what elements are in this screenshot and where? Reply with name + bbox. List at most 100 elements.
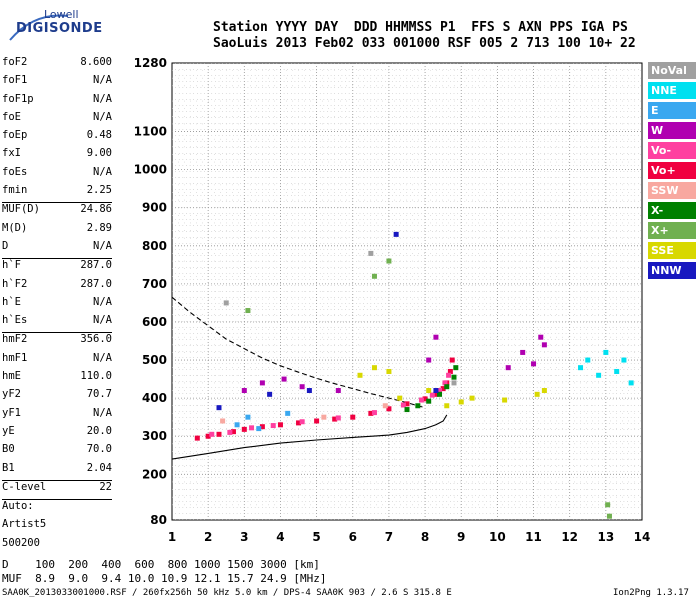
echo-point xyxy=(296,420,302,426)
echo-point xyxy=(230,429,236,435)
param-value: 2.89 xyxy=(86,221,112,234)
echo-point xyxy=(621,357,627,363)
echo-point xyxy=(614,368,620,374)
echo-point xyxy=(458,399,464,405)
echo-point xyxy=(241,388,247,394)
y-tick-label: 1280 xyxy=(134,56,167,70)
autoscaling-line: 500200 xyxy=(2,536,40,549)
param-name: fmin xyxy=(2,184,28,197)
y-tick-label: 800 xyxy=(142,239,167,253)
param-value: 287.0 xyxy=(80,259,112,272)
param-value: 2.25 xyxy=(86,184,112,197)
param-row: fmin 2.25 xyxy=(2,184,112,202)
y-tick-label: 600 xyxy=(142,315,167,329)
echo-point xyxy=(446,372,452,378)
param-separator xyxy=(2,202,112,204)
echo-point xyxy=(267,391,273,397)
echo-point xyxy=(453,365,459,371)
param-row: foEp 0.48 xyxy=(2,129,112,147)
echo-point xyxy=(469,395,475,401)
echo-point xyxy=(451,374,457,380)
echo-point xyxy=(335,388,341,394)
param-row: B1 2.04 xyxy=(2,462,112,480)
echo-point xyxy=(585,357,591,363)
distance-row: D 100 200 400 600 800 1000 1500 3000 [km… xyxy=(2,558,320,571)
param-row: h`F 287.0 xyxy=(2,259,112,277)
param-value: 70.0 xyxy=(86,443,112,456)
echo-point xyxy=(371,273,377,279)
param-name: foEp xyxy=(2,129,28,142)
echo-point xyxy=(534,391,540,397)
x-tick-label: 3 xyxy=(240,530,248,544)
file-info: SAA0K_2013033001000.RSF / 260fx256h 50 k… xyxy=(2,588,452,598)
echo-point xyxy=(418,397,424,403)
param-row: hmF2 356.0 xyxy=(2,333,112,351)
param-value: 8.600 xyxy=(80,56,112,68)
echo-point xyxy=(502,397,508,403)
param-name: foF1p xyxy=(2,92,34,105)
param-value: 287.0 xyxy=(80,277,112,290)
echo-point xyxy=(404,401,410,407)
param-value: 20.0 xyxy=(86,424,112,437)
echo-point xyxy=(205,433,211,439)
echo-point xyxy=(259,380,265,386)
echo-point xyxy=(603,349,609,355)
echo-point xyxy=(397,395,403,401)
echo-point xyxy=(605,502,611,508)
param-value: N/A xyxy=(93,314,112,327)
param-row: M(D) 2.89 xyxy=(2,222,112,240)
y-tick-label: 500 xyxy=(142,353,167,367)
echo-point xyxy=(606,513,612,519)
x-tick-label: 1 xyxy=(168,530,176,544)
param-row: fxI 9.00 xyxy=(2,147,112,165)
param-row: yF2 70.7 xyxy=(2,388,112,406)
param-value: N/A xyxy=(93,239,112,252)
x-tick-label: 2 xyxy=(204,530,212,544)
x-tick-label: 4 xyxy=(276,530,284,544)
param-row: B0 70.0 xyxy=(2,443,112,461)
echo-point xyxy=(440,386,446,392)
param-row: C-level 22 xyxy=(2,481,112,499)
param-name: hmF1 xyxy=(2,351,28,364)
x-tick-label: 12 xyxy=(561,530,578,544)
param-row: yF1 N/A xyxy=(2,407,112,425)
param-value: N/A xyxy=(93,295,112,308)
x-tick-label: 6 xyxy=(349,530,357,544)
echo-point xyxy=(541,388,547,394)
header-labels: Station YYYY DAY DDD HHMMSS P1 FFS S AXN… xyxy=(213,20,628,35)
logo-brand: Lowell xyxy=(44,8,79,21)
y-tick-label: 300 xyxy=(142,429,167,443)
param-row: h`E N/A xyxy=(2,296,112,314)
echo-point xyxy=(628,380,634,386)
y-tick-label: 1000 xyxy=(134,163,167,177)
echo-point xyxy=(433,391,439,397)
param-name: h`Es xyxy=(2,314,28,327)
echo-point xyxy=(306,388,312,394)
y-tick-label: 700 xyxy=(142,277,167,291)
echo-point xyxy=(415,403,421,409)
echo-point xyxy=(444,384,450,390)
x-tick-label: 13 xyxy=(597,530,614,544)
param-separator xyxy=(2,258,112,260)
legend-item: SSW xyxy=(648,182,696,199)
echo-point xyxy=(531,361,537,367)
echo-point xyxy=(433,388,439,394)
param-row: foF2 8.600 xyxy=(2,56,112,74)
param-row: foF1 N/A xyxy=(2,74,112,92)
legend-item: NoVal xyxy=(648,62,696,79)
echo-point xyxy=(596,372,602,378)
echo-point xyxy=(216,405,222,411)
param-name: yF2 xyxy=(2,388,21,401)
echo-point xyxy=(429,392,435,398)
param-name: fxI xyxy=(2,147,21,160)
legend-item: Vo+ xyxy=(648,162,696,179)
echo-point xyxy=(350,414,356,420)
param-name: hmE xyxy=(2,370,21,383)
y-tick-label: 400 xyxy=(142,391,167,405)
param-value: N/A xyxy=(93,74,112,87)
x-tick-label: 7 xyxy=(385,530,393,544)
y-tick-label: 80 xyxy=(150,513,167,527)
param-name: foF2 xyxy=(2,56,28,68)
echo-point xyxy=(368,410,374,416)
echo-point xyxy=(194,435,200,441)
